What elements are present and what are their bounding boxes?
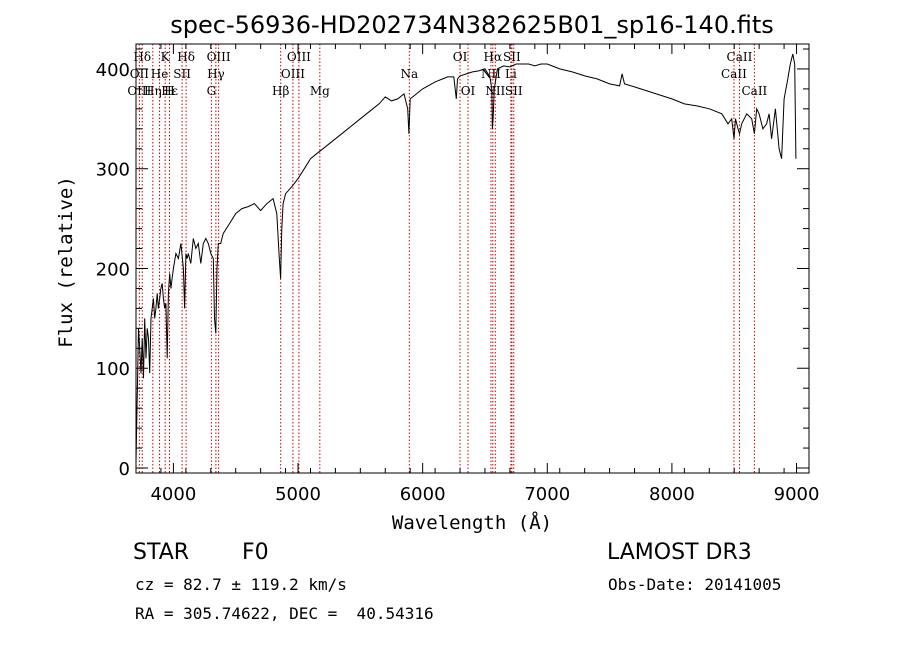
line-label: Hδ [177,50,195,64]
line-label: OIII [287,50,311,64]
line-label: CaII [721,67,747,81]
redshift-text: cz = 82.7 ± 119.2 km/s [135,575,347,594]
line-label: G [207,84,217,98]
coordinates-text: RA = 305.74622, DEC = 40.54316 [135,604,434,623]
line-label: Na [400,67,418,81]
chart-title: spec-56936-HD202734N382625B01_sp16-140.f… [170,11,774,39]
x-tick-label: 9000 [774,484,820,505]
line-label: OIII [127,84,151,98]
line-label: Hβ [272,84,289,98]
line-label: OIII [281,67,305,81]
line-label: H [164,84,174,98]
x-tick-label: 8000 [649,484,695,505]
y-tick-label: 0 [119,459,130,480]
y-tick-label: 400 [96,60,130,81]
line-label: NII [485,84,505,98]
line-label: Hε [161,84,178,98]
x-tick-label: 4000 [150,484,196,505]
y-axis-label: Flux (relative) [55,176,77,348]
x-tick-label: 7000 [524,484,570,505]
x-axis: 4000 5000 6000 7000 8000 9000 [135,44,820,505]
y-axis: 0 100 200 300 400 [96,48,809,480]
line-label: Hα [484,50,503,64]
line-markers [138,44,755,473]
line-label: Hγ [207,67,225,81]
x-tick-label: 5000 [275,484,321,505]
line-labels: Hδ OII OIII K He Hη Hε Hδ SII H OIII Hγ G Hβ OIII OIII M… [127,50,767,98]
line-label: CaII [727,50,753,64]
x-axis-label: Wavelength (Å) [392,511,552,534]
line-label: OIII [207,50,231,64]
line-label: OII [130,67,150,81]
spectrum-line [135,53,797,464]
line-label: SII [503,50,521,64]
object-subclass: F0 [242,540,269,565]
plot-frame [135,43,810,474]
survey-name: LAMOST DR3 [607,540,752,565]
line-label: Li [505,67,517,81]
object-class: STAR [133,540,190,565]
line-label: OI [453,50,468,64]
line-label: CaII [741,84,767,98]
y-tick-label: 100 [96,359,130,380]
line-label: Hη [144,84,162,98]
y-tick-label: 200 [96,259,130,280]
line-label: He [151,67,169,81]
line-label: K [161,50,171,64]
y-tick-label: 300 [96,160,130,181]
line-label: Hδ [133,50,151,64]
line-label: Mg [310,84,330,98]
x-tick-label: 6000 [400,484,446,505]
obs-date-text: Obs-Date: 20141005 [608,575,782,594]
line-label: SII [173,67,191,81]
line-label: SII [505,84,523,98]
line-label: OI [461,84,476,98]
